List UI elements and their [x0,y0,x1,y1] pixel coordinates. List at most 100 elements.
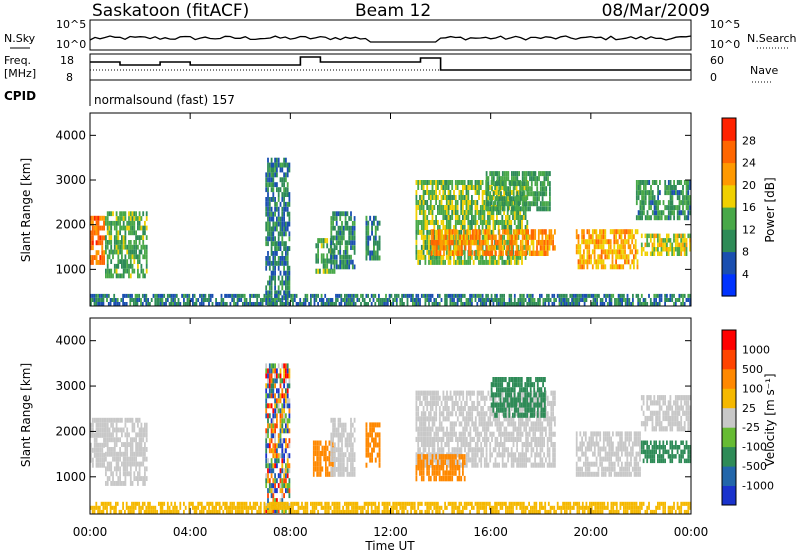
heatmap-cell [281,468,283,473]
heatmap-cell [457,298,459,302]
heatmap-cell [497,181,499,186]
heatmap-cell [280,423,282,428]
heatmap-cell [484,190,486,195]
heatmap-cell [476,190,478,195]
heatmap-cell [443,427,445,432]
heatmap-cell [603,264,605,269]
heatmap-cell [135,437,137,442]
heatmap-cell [514,294,516,298]
heatmap-cell [142,240,144,245]
heatmap-cell [274,483,276,488]
heatmap-cell [133,269,135,274]
heatmap-cell [535,201,537,206]
heatmap-cell [529,176,531,181]
heatmap-cell [367,448,369,453]
heatmap-cell [666,243,668,248]
heatmap-cell [287,276,289,281]
heatmap-cell [109,235,111,240]
heatmap-cell [461,432,463,437]
heatmap-cell [317,253,319,258]
heatmap-cell [523,294,525,298]
heatmap-cell [419,427,421,432]
heatmap-cell [278,398,280,403]
heatmap-cell [139,221,141,226]
heatmap-cell [278,408,280,413]
heatmap-cell [338,240,340,245]
heatmap-cell [103,428,105,433]
heatmap-cell [534,251,536,256]
heatmap-cell [366,438,368,443]
heatmap-cell [289,438,291,443]
heatmap-cell [581,254,583,259]
heatmap-cell [482,190,484,195]
heatmap-cell [527,186,529,191]
heatmap-cell [682,210,684,215]
heatmap-cell [464,437,466,442]
heatmap-cell [523,421,525,426]
heatmap-cell [343,255,345,260]
y-tick-label: 2000 [55,218,86,232]
heatmap-cell [114,250,116,255]
heatmap-cell [543,437,545,442]
heatmap-cell [283,261,285,266]
heatmap-cell [534,437,536,442]
heatmap-cell [110,221,112,226]
heatmap-cell [640,200,642,205]
heatmap-cell [325,472,327,477]
heatmap-cell [545,457,547,462]
heatmap-cell [675,185,677,190]
heatmap-cell [571,302,573,306]
heatmap-cell [99,433,101,438]
heatmap-cell [160,302,162,306]
heatmap-cell [265,408,267,413]
heatmap-cell [520,251,522,256]
heatmap-cell [453,391,455,396]
heatmap-cell [289,383,291,388]
heatmap-cell [655,247,657,252]
heatmap-cell [620,298,622,302]
heatmap-cell [626,259,628,264]
heatmap-cell [139,447,141,452]
heatmap-cell [283,177,285,182]
heatmap-cell [146,269,148,274]
heatmap-cell [285,393,287,398]
heatmap-cell [661,252,663,257]
heatmap-cell [587,259,589,264]
heatmap-cell [518,463,520,468]
heatmap-cell [269,483,271,488]
heatmap-cell [547,416,549,421]
heatmap-cell [287,192,289,197]
heatmap-cell [280,378,282,383]
heatmap-cell [425,260,427,265]
heatmap-cell [283,448,285,453]
heatmap-cell [105,457,107,462]
heatmap-cell [518,201,520,206]
heatmap-cell [403,294,405,298]
heatmap-cell [137,447,139,452]
heatmap-cell [462,396,464,401]
heatmap-cell [467,200,469,205]
heatmap-cell [274,403,276,408]
heatmap-cell [274,443,276,448]
heatmap-cell [654,215,656,220]
heatmap-cell [466,195,468,200]
heatmap-cell [433,298,435,302]
heatmap-cell [417,180,419,185]
heatmap-cell [339,260,341,265]
heatmap-cell [535,171,537,176]
heatmap-cell [525,206,527,211]
heatmap-cell [612,259,614,264]
heatmap-cell [679,298,681,302]
heatmap-cell [350,245,352,250]
heatmap-cell [500,210,502,215]
heatmap-cell [341,423,343,428]
heatmap-cell [350,418,352,423]
heatmap-cell [329,441,331,446]
heatmap-cell [285,172,287,177]
heatmap-cell [450,215,452,220]
heatmap-cell [425,215,427,220]
heatmap-cell [455,391,457,396]
heatmap-cell [672,210,674,215]
heatmap-cell [119,211,121,216]
